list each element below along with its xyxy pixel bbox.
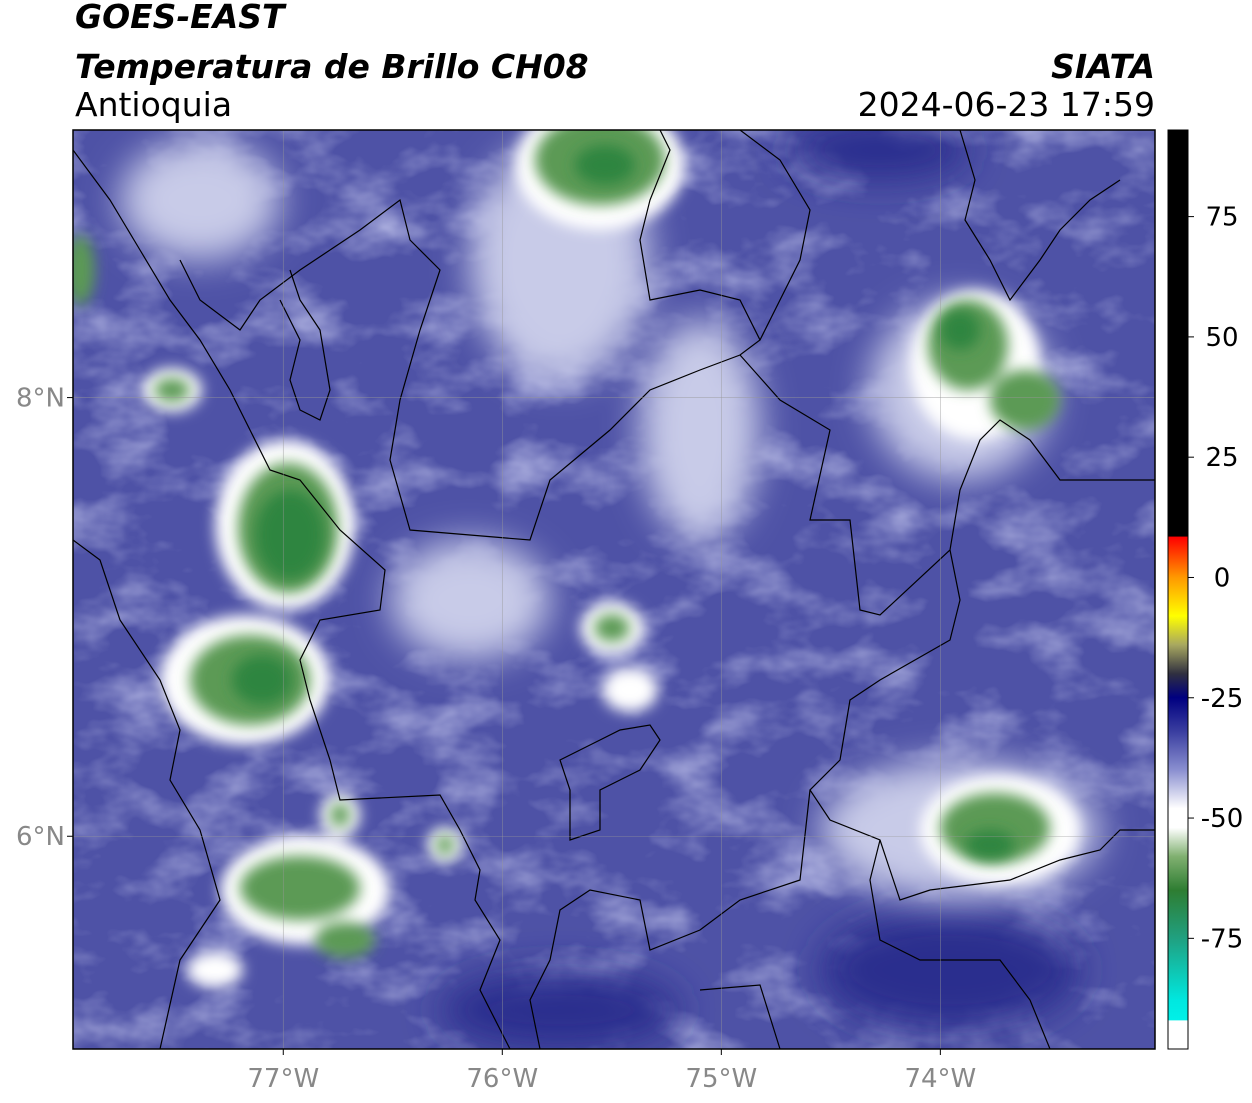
region: Antioquia <box>75 85 232 124</box>
dark-patches <box>440 130 1080 1049</box>
title: GOES-EAST <box>75 0 287 36</box>
colorbar-tick-label: 50 <box>1205 323 1238 353</box>
x-tick-label: 74°W <box>904 1064 976 1094</box>
colorbar-tick-label: 25 <box>1205 443 1238 473</box>
map-image <box>73 130 1155 1049</box>
colorbar-tick-label: -25 <box>1201 684 1243 714</box>
x-tick-label: 76°W <box>466 1064 538 1094</box>
coldest-tops <box>232 145 1015 860</box>
map-frame <box>72 129 1156 1050</box>
datetime: 2024-06-23 17:59 <box>858 85 1155 124</box>
colorbar-tick-label: 0 <box>1214 563 1231 593</box>
y-tick-label: 6°N <box>16 822 65 852</box>
x-tick-label: 75°W <box>685 1064 757 1094</box>
x-tick-label: 77°W <box>247 1064 319 1094</box>
y-tick-label: 8°N <box>16 384 65 414</box>
boundaries <box>73 130 1155 1049</box>
colorbar-tick-label: -50 <box>1201 804 1243 834</box>
grid <box>73 130 1155 1049</box>
colorbar-tick-label: -75 <box>1201 924 1243 954</box>
colorbar-tick-label: 75 <box>1205 203 1238 233</box>
colorbar <box>1167 129 1189 1050</box>
subtitle: Temperatura de Brillo CH08 <box>75 47 589 86</box>
source: SIATA <box>1051 47 1155 86</box>
